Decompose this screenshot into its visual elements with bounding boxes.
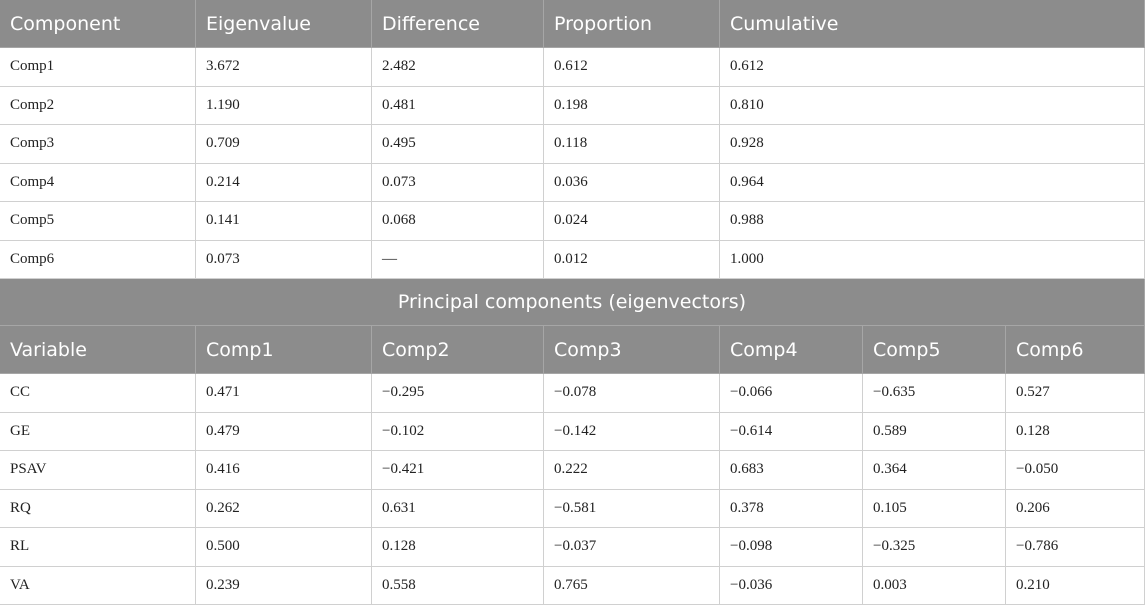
table-cell: 0.210 — [1006, 566, 1145, 605]
table-cell: −0.078 — [544, 374, 720, 413]
table-cell: 0.214 — [196, 163, 372, 202]
table-cell: 0.928 — [720, 125, 1145, 164]
table-cell: 0.239 — [196, 566, 372, 605]
table-cell: −0.037 — [544, 528, 720, 567]
table-cell: 0.471 — [196, 374, 372, 413]
table-cell: −0.635 — [863, 374, 1006, 413]
table-cell: −0.102 — [372, 412, 544, 451]
table-cell: 0.612 — [544, 48, 720, 87]
header-cell: Comp6 — [1006, 326, 1145, 374]
table-cell: Comp4 — [0, 163, 196, 202]
header-cell: Eigenvalue — [196, 0, 372, 48]
table-cell: Comp1 — [0, 48, 196, 87]
header-cell: Comp4 — [720, 326, 863, 374]
table-cell: 3.672 — [196, 48, 372, 87]
table-cell: 0.073 — [196, 240, 372, 279]
header-cell: Component — [0, 0, 196, 48]
table-cell: 0.683 — [720, 451, 863, 490]
table-cell: — — [372, 240, 544, 279]
header-cell: Proportion — [544, 0, 720, 48]
table-cell: −0.614 — [720, 412, 863, 451]
table-cell: −0.050 — [1006, 451, 1145, 490]
table-cell: −0.066 — [720, 374, 863, 413]
table-cell: 0.024 — [544, 202, 720, 241]
table-cell: 0.500 — [196, 528, 372, 567]
table-cell: CC — [0, 374, 196, 413]
table-cell: Comp2 — [0, 86, 196, 125]
header-cell: Comp5 — [863, 326, 1006, 374]
table-cell: RQ — [0, 489, 196, 528]
table-cell: −0.142 — [544, 412, 720, 451]
header-cell: Comp3 — [544, 326, 720, 374]
table-cell: 0.495 — [372, 125, 544, 164]
table-cell: 0.612 — [720, 48, 1145, 87]
table-cell: 0.262 — [196, 489, 372, 528]
table-cell: 0.128 — [372, 528, 544, 567]
section-title: Principal components (eigenvectors) — [0, 279, 1145, 326]
table-cell: 1.000 — [720, 240, 1145, 279]
table-cell: −0.421 — [372, 451, 544, 490]
table-cell: −0.581 — [544, 489, 720, 528]
table-cell: 0.709 — [196, 125, 372, 164]
table-cell: 0.012 — [544, 240, 720, 279]
table-cell: 0.765 — [544, 566, 720, 605]
table-cell: Comp5 — [0, 202, 196, 241]
table-cell: Comp6 — [0, 240, 196, 279]
table-cell: 0.527 — [1006, 374, 1145, 413]
table-cell: 0.198 — [544, 86, 720, 125]
table-cell: 0.206 — [1006, 489, 1145, 528]
table-cell: 0.105 — [863, 489, 1006, 528]
header-cell: Variable — [0, 326, 196, 374]
table-cell: VA — [0, 566, 196, 605]
table-cell: 0.364 — [863, 451, 1006, 490]
table-cell: 0.003 — [863, 566, 1006, 605]
table-cell: −0.786 — [1006, 528, 1145, 567]
table-cell: PSAV — [0, 451, 196, 490]
table-cell: GE — [0, 412, 196, 451]
table-cell: −0.295 — [372, 374, 544, 413]
table-cell: 0.128 — [1006, 412, 1145, 451]
header-cell: Difference — [372, 0, 544, 48]
table-cell: 0.036 — [544, 163, 720, 202]
table-cell: 0.479 — [196, 412, 372, 451]
table-cell: 0.222 — [544, 451, 720, 490]
table-cell: 0.589 — [863, 412, 1006, 451]
table-cell: −0.325 — [863, 528, 1006, 567]
table-cell: 1.190 — [196, 86, 372, 125]
table-cell: 0.378 — [720, 489, 863, 528]
table-cell: RL — [0, 528, 196, 567]
table-cell: 0.118 — [544, 125, 720, 164]
table-cell: 0.964 — [720, 163, 1145, 202]
table-cell: 0.481 — [372, 86, 544, 125]
table-cell: 0.068 — [372, 202, 544, 241]
table-cell: 0.631 — [372, 489, 544, 528]
table-cell: 0.141 — [196, 202, 372, 241]
table-cell: 0.558 — [372, 566, 544, 605]
header-cell: Comp1 — [196, 326, 372, 374]
table-cell: Comp3 — [0, 125, 196, 164]
header-cell: Comp2 — [372, 326, 544, 374]
table-cell: 0.073 — [372, 163, 544, 202]
table-cell: −0.098 — [720, 528, 863, 567]
table-cell: 0.810 — [720, 86, 1145, 125]
table-cell: −0.036 — [720, 566, 863, 605]
table-cell: 0.416 — [196, 451, 372, 490]
table-cell: 0.988 — [720, 202, 1145, 241]
header-cell: Cumulative — [720, 0, 1145, 48]
table-cell: 2.482 — [372, 48, 544, 87]
